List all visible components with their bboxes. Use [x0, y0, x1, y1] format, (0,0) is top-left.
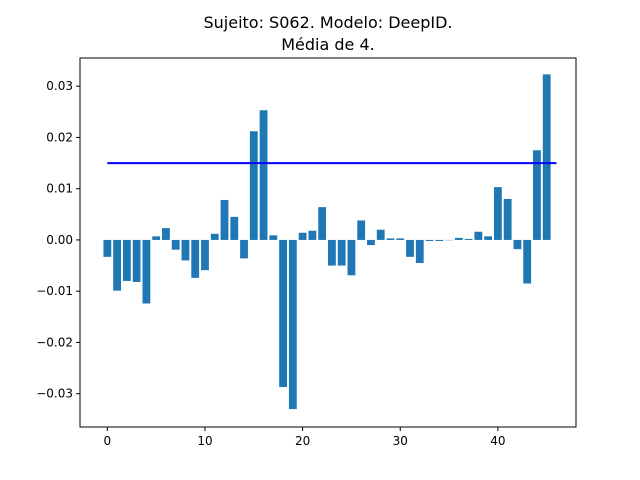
bar: [132, 239, 141, 282]
bar: [240, 239, 248, 259]
bar: [220, 199, 229, 240]
bar: [279, 239, 287, 388]
bar: [347, 239, 356, 276]
axes-group: 0 10 20 30 40 −0.03 −0.02 −0.01 0.00 0.01 0.02 0.03: [36, 57, 577, 448]
bar: [113, 239, 122, 291]
bar: [484, 236, 493, 240]
y-tick-label: −0.01: [36, 284, 73, 298]
bar: [288, 239, 297, 410]
y-tick-label: 0.01: [46, 182, 73, 196]
bar: [503, 198, 512, 240]
axes-frame: [79, 57, 577, 428]
bar: [474, 231, 483, 240]
bar: [523, 239, 532, 284]
bar: [328, 239, 336, 266]
bar: [259, 110, 268, 240]
bar: [464, 238, 473, 240]
x-tick-label: 40: [490, 434, 505, 448]
chart-title-line-1: Sujeito: S062. Modelo: DeepID.: [203, 13, 452, 32]
y-tick-label: 0.03: [46, 79, 73, 93]
bar: [249, 131, 258, 240]
bar: [513, 239, 522, 250]
bar: [103, 239, 112, 257]
bar: [386, 238, 395, 240]
bar: [367, 239, 375, 246]
bar: [542, 74, 551, 240]
x-tick-label: 0: [104, 434, 112, 448]
y-tick-label: −0.02: [36, 335, 73, 349]
bar: [425, 239, 434, 241]
bar: [171, 239, 180, 250]
bar: [337, 239, 346, 266]
bar: [152, 236, 161, 240]
bar: [230, 216, 239, 240]
bar: [122, 239, 131, 281]
bar: [308, 230, 317, 240]
bar: [210, 233, 219, 240]
bar: [142, 239, 151, 304]
x-tick-label: 30: [393, 434, 408, 448]
bar: [406, 239, 414, 257]
bar: [162, 228, 170, 240]
chart-title-line-2: Média de 4.: [281, 35, 375, 54]
x-tick-label: 20: [295, 434, 310, 448]
bar: [181, 239, 190, 261]
y-tick-label: −0.03: [36, 387, 73, 401]
bar: [357, 220, 366, 240]
bar: [435, 239, 444, 241]
bar: [454, 237, 463, 240]
bar: [318, 207, 327, 240]
y-tick-label: 0.00: [46, 233, 73, 247]
bar: [415, 239, 424, 263]
bar: [376, 229, 385, 240]
bar: [269, 235, 278, 240]
bar: [201, 239, 209, 271]
bars-group: [103, 74, 551, 410]
bar: [298, 232, 307, 240]
bar: [533, 150, 541, 240]
bar: [191, 239, 200, 278]
bar: [396, 238, 405, 240]
y-tick-label: 0.02: [46, 130, 73, 144]
x-tick-label: 10: [197, 434, 212, 448]
bar: [493, 187, 502, 240]
